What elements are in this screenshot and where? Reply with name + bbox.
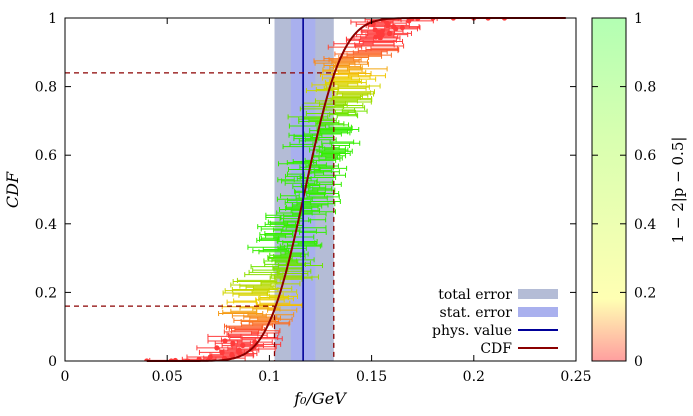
sample-point	[372, 27, 378, 33]
legend-label: phys. value	[432, 323, 512, 339]
sample-point	[222, 338, 228, 344]
legend-swatch	[518, 307, 558, 317]
sample-point	[230, 340, 236, 346]
x-tick-label: 0.2	[463, 369, 485, 385]
sample-point	[391, 23, 397, 30]
x-axis: 0 0.05 0.1 0.15 0.2 0.25	[61, 18, 592, 385]
legend-label: total error	[438, 287, 512, 303]
y-axis-title: CDF	[3, 171, 22, 208]
sample-point	[196, 356, 202, 361]
colorbar-tick-label: 0.2	[634, 285, 656, 301]
x-axis-title: f₀/GeV	[293, 389, 347, 408]
x-tick-label: 0	[61, 369, 70, 385]
colorbar-title: 1 − 2|p − 0.5|	[669, 137, 687, 244]
x-tick-label: 0.25	[560, 369, 591, 385]
y-tick-label: 0.8	[35, 80, 57, 96]
y-tick-label: 0.4	[35, 217, 57, 233]
x-tick-label: 0.1	[258, 369, 280, 385]
y-tick-label: 1	[48, 11, 57, 27]
colorbar-gradient	[591, 17, 627, 362]
legend: total error stat. error phys. value CDF	[432, 287, 558, 357]
y-axis: 0 0.2 0.4 0.6 0.8 1	[35, 11, 576, 370]
colorbar-tick-label: 0.6	[634, 148, 656, 164]
colorbar-tick-label: 0	[634, 354, 643, 370]
y-tick-label: 0.2	[35, 285, 57, 301]
legend-label: CDF	[480, 341, 512, 357]
legend-label: stat. error	[440, 305, 513, 321]
legend-swatch	[518, 289, 558, 299]
y-tick-label: 0	[48, 354, 57, 370]
y-tick-label: 0.6	[35, 148, 57, 164]
colorbar-tick-label: 0.4	[634, 217, 656, 233]
x-tick-label: 0.05	[152, 369, 183, 385]
sample-point	[214, 345, 220, 351]
x-tick-label: 0.15	[356, 369, 387, 385]
plot-border	[64, 17, 577, 362]
plot-frame	[64, 17, 577, 362]
colorbar-tick-label: 0.8	[634, 80, 656, 96]
colorbar: 0 0.2 0.4 0.6 0.8 1 1 − 2|p − 0.5|	[591, 11, 687, 370]
sample-point	[236, 347, 242, 353]
colorbar-tick-label: 1	[634, 11, 643, 27]
sample-point	[406, 18, 412, 24]
